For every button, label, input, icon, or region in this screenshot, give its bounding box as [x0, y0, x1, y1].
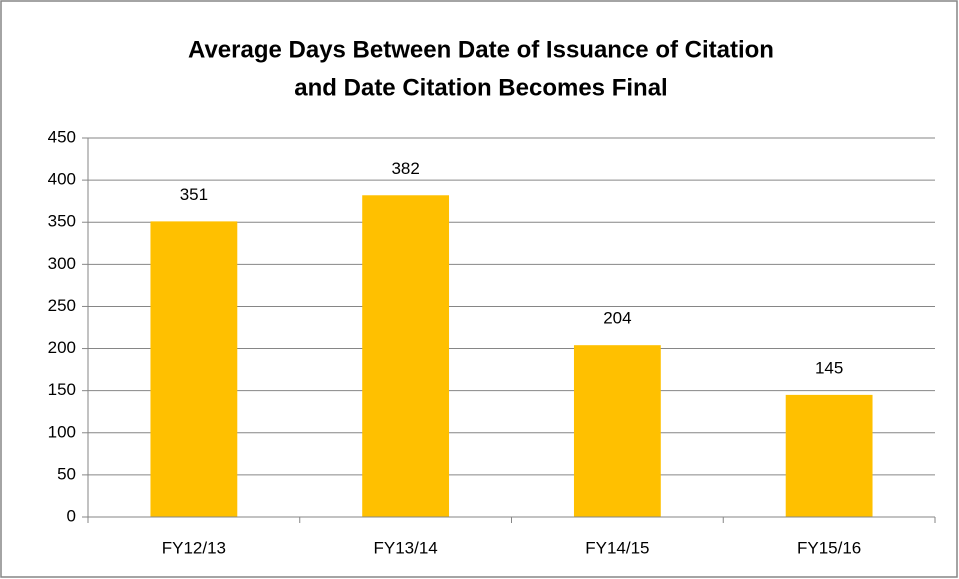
y-tick-label: 150 — [48, 380, 76, 399]
x-tick-label: FY14/15 — [585, 538, 649, 557]
y-tick-label: 200 — [48, 338, 76, 357]
data-label: 204 — [603, 309, 631, 328]
y-tick-label: 400 — [48, 170, 76, 189]
bar — [150, 221, 238, 517]
bar — [362, 195, 450, 517]
y-tick-label: 0 — [67, 506, 76, 525]
y-tick-label: 250 — [48, 296, 76, 315]
bar — [785, 394, 873, 517]
data-label: 351 — [180, 185, 208, 204]
y-tick-label: 100 — [48, 422, 76, 441]
chart-title: Average Days Between Date of Issuance of… — [188, 36, 774, 63]
x-tick-label: FY13/14 — [373, 538, 437, 557]
y-tick-label: 450 — [48, 127, 76, 146]
y-tick-label: 350 — [48, 212, 76, 231]
y-tick-label: 50 — [57, 464, 76, 483]
bar — [573, 345, 661, 517]
data-label: 145 — [815, 358, 843, 377]
data-label: 382 — [391, 159, 419, 178]
chart-title: and Date Citation Becomes Final — [294, 74, 667, 101]
x-tick-label: FY12/13 — [162, 538, 226, 557]
x-tick-label: FY15/16 — [797, 538, 861, 557]
y-tick-label: 300 — [48, 254, 76, 273]
